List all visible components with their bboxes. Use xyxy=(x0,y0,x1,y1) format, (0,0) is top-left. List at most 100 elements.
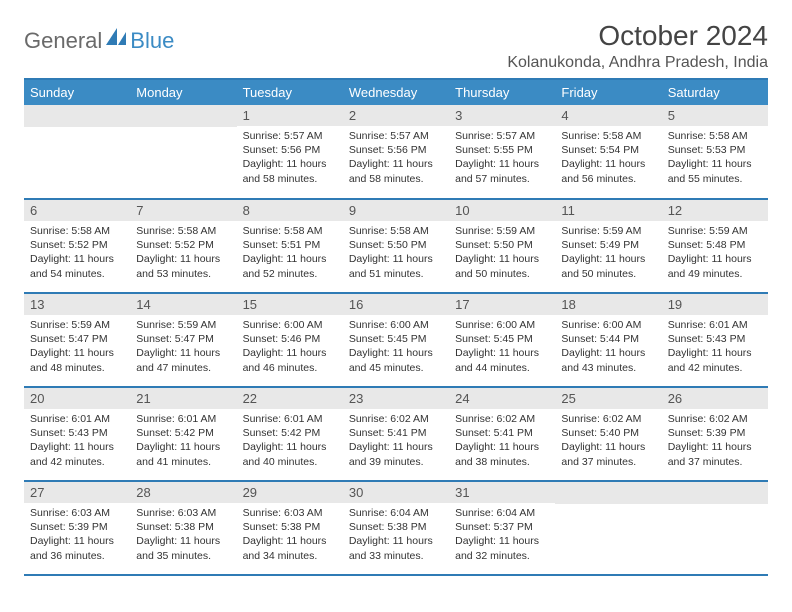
day-header: Friday xyxy=(555,80,661,105)
day-details: Sunrise: 6:04 AMSunset: 5:38 PMDaylight:… xyxy=(343,503,449,567)
calendar-cell: 27Sunrise: 6:03 AMSunset: 5:39 PMDayligh… xyxy=(24,481,130,575)
calendar-cell: 25Sunrise: 6:02 AMSunset: 5:40 PMDayligh… xyxy=(555,387,661,481)
date-number: 6 xyxy=(24,200,130,221)
month-title: October 2024 xyxy=(507,20,768,52)
calendar-cell: 10Sunrise: 5:59 AMSunset: 5:50 PMDayligh… xyxy=(449,199,555,293)
day-details: Sunrise: 5:57 AMSunset: 5:55 PMDaylight:… xyxy=(449,126,555,190)
empty-date-bar xyxy=(130,105,236,127)
date-number: 12 xyxy=(662,200,768,221)
day-details: Sunrise: 6:02 AMSunset: 5:41 PMDaylight:… xyxy=(343,409,449,473)
day-details: Sunrise: 6:01 AMSunset: 5:43 PMDaylight:… xyxy=(24,409,130,473)
date-number: 8 xyxy=(237,200,343,221)
empty-date-bar xyxy=(24,105,130,127)
date-number: 29 xyxy=(237,482,343,503)
date-number: 1 xyxy=(237,105,343,126)
date-number: 19 xyxy=(662,294,768,315)
calendar-week-row: 6Sunrise: 5:58 AMSunset: 5:52 PMDaylight… xyxy=(24,199,768,293)
date-number: 22 xyxy=(237,388,343,409)
calendar-cell: 9Sunrise: 5:58 AMSunset: 5:50 PMDaylight… xyxy=(343,199,449,293)
day-header: Tuesday xyxy=(237,80,343,105)
date-number: 31 xyxy=(449,482,555,503)
day-header-row: Sunday Monday Tuesday Wednesday Thursday… xyxy=(24,80,768,105)
date-number: 7 xyxy=(130,200,236,221)
empty-date-bar xyxy=(662,482,768,504)
calendar-cell: 18Sunrise: 6:00 AMSunset: 5:44 PMDayligh… xyxy=(555,293,661,387)
date-number: 9 xyxy=(343,200,449,221)
date-number: 23 xyxy=(343,388,449,409)
calendar-cell: 21Sunrise: 6:01 AMSunset: 5:42 PMDayligh… xyxy=(130,387,236,481)
calendar-cell: 2Sunrise: 5:57 AMSunset: 5:56 PMDaylight… xyxy=(343,105,449,199)
day-details: Sunrise: 6:03 AMSunset: 5:38 PMDaylight:… xyxy=(237,503,343,567)
day-details: Sunrise: 6:02 AMSunset: 5:39 PMDaylight:… xyxy=(662,409,768,473)
calendar-week-row: 27Sunrise: 6:03 AMSunset: 5:39 PMDayligh… xyxy=(24,481,768,575)
calendar-cell: 5Sunrise: 5:58 AMSunset: 5:53 PMDaylight… xyxy=(662,105,768,199)
logo-text-general: General xyxy=(24,28,102,54)
calendar-cell: 20Sunrise: 6:01 AMSunset: 5:43 PMDayligh… xyxy=(24,387,130,481)
day-details: Sunrise: 5:58 AMSunset: 5:54 PMDaylight:… xyxy=(555,126,661,190)
day-details: Sunrise: 5:57 AMSunset: 5:56 PMDaylight:… xyxy=(343,126,449,190)
calendar-week-row: 1Sunrise: 5:57 AMSunset: 5:56 PMDaylight… xyxy=(24,105,768,199)
logo: General Blue xyxy=(24,28,174,54)
day-details: Sunrise: 5:59 AMSunset: 5:50 PMDaylight:… xyxy=(449,221,555,285)
day-details: Sunrise: 6:02 AMSunset: 5:41 PMDaylight:… xyxy=(449,409,555,473)
date-number: 2 xyxy=(343,105,449,126)
calendar-cell: 19Sunrise: 6:01 AMSunset: 5:43 PMDayligh… xyxy=(662,293,768,387)
day-details: Sunrise: 6:03 AMSunset: 5:39 PMDaylight:… xyxy=(24,503,130,567)
logo-text-blue: Blue xyxy=(130,28,174,54)
date-number: 30 xyxy=(343,482,449,503)
calendar-cell xyxy=(555,481,661,575)
day-details: Sunrise: 5:59 AMSunset: 5:49 PMDaylight:… xyxy=(555,221,661,285)
date-number: 15 xyxy=(237,294,343,315)
date-number: 5 xyxy=(662,105,768,126)
calendar-body: 1Sunrise: 5:57 AMSunset: 5:56 PMDaylight… xyxy=(24,105,768,575)
header: General Blue October 2024 Kolanukonda, A… xyxy=(24,20,768,72)
location: Kolanukonda, Andhra Pradesh, India xyxy=(507,54,768,72)
date-number: 18 xyxy=(555,294,661,315)
day-details: Sunrise: 5:58 AMSunset: 5:52 PMDaylight:… xyxy=(130,221,236,285)
calendar-week-row: 20Sunrise: 6:01 AMSunset: 5:43 PMDayligh… xyxy=(24,387,768,481)
day-details: Sunrise: 6:01 AMSunset: 5:43 PMDaylight:… xyxy=(662,315,768,379)
date-number: 24 xyxy=(449,388,555,409)
date-number: 17 xyxy=(449,294,555,315)
calendar-week-row: 13Sunrise: 5:59 AMSunset: 5:47 PMDayligh… xyxy=(24,293,768,387)
day-details: Sunrise: 5:59 AMSunset: 5:47 PMDaylight:… xyxy=(24,315,130,379)
calendar-cell: 15Sunrise: 6:00 AMSunset: 5:46 PMDayligh… xyxy=(237,293,343,387)
calendar-cell: 13Sunrise: 5:59 AMSunset: 5:47 PMDayligh… xyxy=(24,293,130,387)
calendar-cell: 11Sunrise: 5:59 AMSunset: 5:49 PMDayligh… xyxy=(555,199,661,293)
day-details: Sunrise: 6:00 AMSunset: 5:46 PMDaylight:… xyxy=(237,315,343,379)
day-details: Sunrise: 5:58 AMSunset: 5:52 PMDaylight:… xyxy=(24,221,130,285)
calendar-cell xyxy=(24,105,130,199)
date-number: 14 xyxy=(130,294,236,315)
day-header: Saturday xyxy=(662,80,768,105)
calendar-cell: 6Sunrise: 5:58 AMSunset: 5:52 PMDaylight… xyxy=(24,199,130,293)
day-details: Sunrise: 5:59 AMSunset: 5:47 PMDaylight:… xyxy=(130,315,236,379)
calendar-cell: 30Sunrise: 6:04 AMSunset: 5:38 PMDayligh… xyxy=(343,481,449,575)
day-details: Sunrise: 5:58 AMSunset: 5:50 PMDaylight:… xyxy=(343,221,449,285)
day-details: Sunrise: 6:01 AMSunset: 5:42 PMDaylight:… xyxy=(237,409,343,473)
day-header: Wednesday xyxy=(343,80,449,105)
date-number: 16 xyxy=(343,294,449,315)
day-details: Sunrise: 5:58 AMSunset: 5:53 PMDaylight:… xyxy=(662,126,768,190)
day-details: Sunrise: 6:00 AMSunset: 5:45 PMDaylight:… xyxy=(449,315,555,379)
date-number: 11 xyxy=(555,200,661,221)
calendar-cell: 4Sunrise: 5:58 AMSunset: 5:54 PMDaylight… xyxy=(555,105,661,199)
calendar-cell: 24Sunrise: 6:02 AMSunset: 5:41 PMDayligh… xyxy=(449,387,555,481)
day-header: Thursday xyxy=(449,80,555,105)
day-details: Sunrise: 6:02 AMSunset: 5:40 PMDaylight:… xyxy=(555,409,661,473)
logo-sail-icon xyxy=(106,28,128,51)
day-details: Sunrise: 5:57 AMSunset: 5:56 PMDaylight:… xyxy=(237,126,343,190)
date-number: 26 xyxy=(662,388,768,409)
day-details: Sunrise: 5:58 AMSunset: 5:51 PMDaylight:… xyxy=(237,221,343,285)
calendar-cell: 14Sunrise: 5:59 AMSunset: 5:47 PMDayligh… xyxy=(130,293,236,387)
calendar-cell: 31Sunrise: 6:04 AMSunset: 5:37 PMDayligh… xyxy=(449,481,555,575)
calendar-cell: 17Sunrise: 6:00 AMSunset: 5:45 PMDayligh… xyxy=(449,293,555,387)
day-header: Monday xyxy=(130,80,236,105)
day-details: Sunrise: 6:04 AMSunset: 5:37 PMDaylight:… xyxy=(449,503,555,567)
calendar-cell: 23Sunrise: 6:02 AMSunset: 5:41 PMDayligh… xyxy=(343,387,449,481)
date-number: 21 xyxy=(130,388,236,409)
title-block: October 2024 Kolanukonda, Andhra Pradesh… xyxy=(507,20,768,72)
calendar-cell: 26Sunrise: 6:02 AMSunset: 5:39 PMDayligh… xyxy=(662,387,768,481)
date-number: 3 xyxy=(449,105,555,126)
calendar-cell: 12Sunrise: 5:59 AMSunset: 5:48 PMDayligh… xyxy=(662,199,768,293)
calendar-cell: 1Sunrise: 5:57 AMSunset: 5:56 PMDaylight… xyxy=(237,105,343,199)
